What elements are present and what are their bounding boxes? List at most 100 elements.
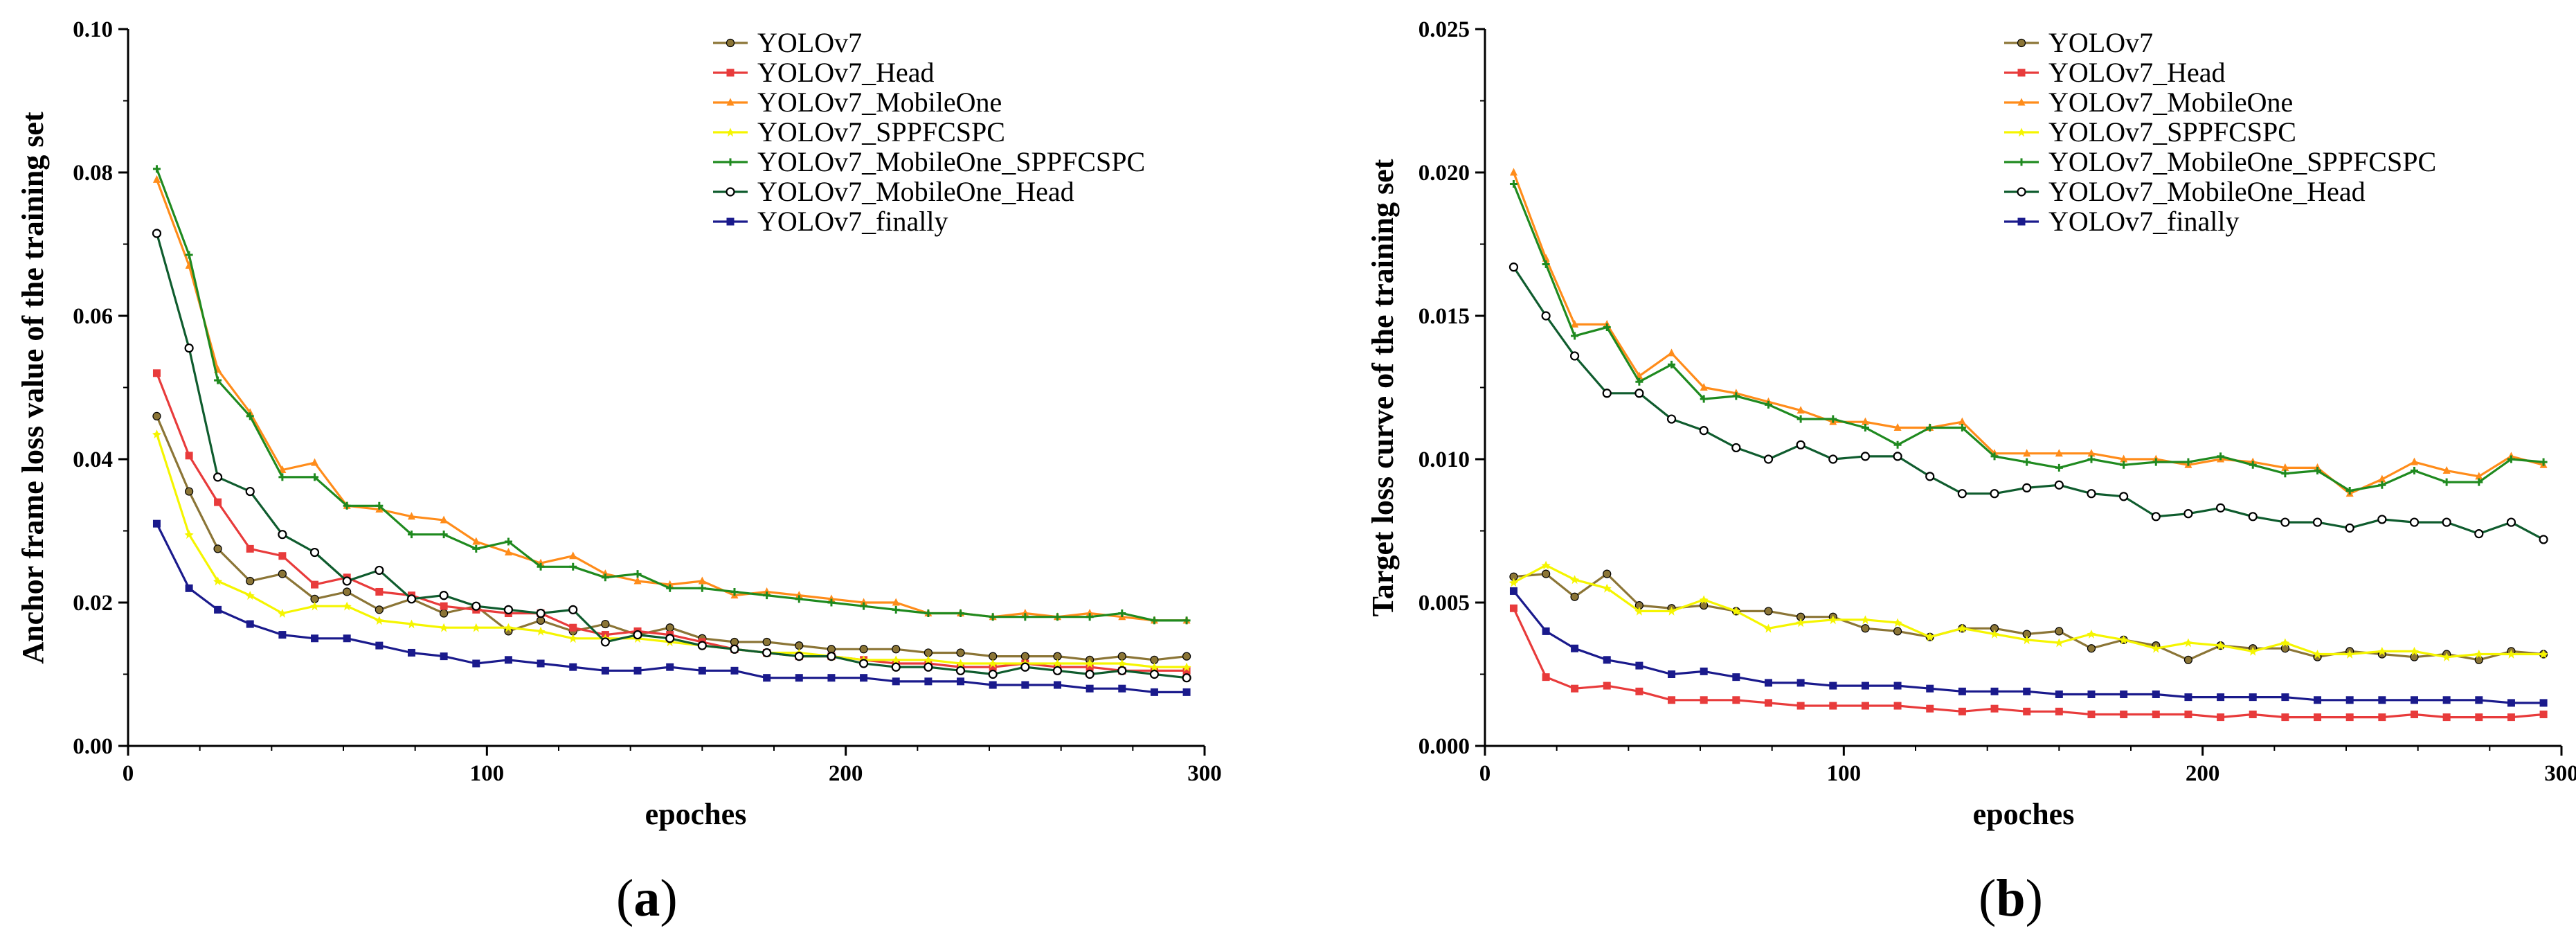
series-yolov7-head: [1509, 604, 2548, 722]
data-point: [1893, 702, 1902, 710]
data-point: [1829, 415, 1837, 423]
data-point: [536, 626, 546, 636]
data-point: [2216, 641, 2226, 650]
data-point: [311, 458, 319, 466]
x-tick-label: 200: [829, 761, 863, 786]
legend-label: YOLOv7_SPPFCSPC: [2048, 116, 2296, 148]
legend: YOLOv7YOLOv7_HeadYOLOv7_MobileOneYOLOv7_…: [713, 27, 1145, 237]
data-point: [2312, 517, 2323, 527]
data-point: [924, 609, 933, 618]
data-point: [503, 623, 513, 632]
data-point: [2442, 696, 2451, 704]
data-point: [827, 598, 836, 607]
data-point: [2377, 646, 2387, 656]
legend-marker: [2017, 187, 2026, 197]
data-point: [1764, 679, 1772, 687]
data-point: [440, 602, 448, 610]
data-point: [827, 652, 836, 661]
legend-label: YOLOv7_MobileOne_Head: [2048, 176, 2366, 207]
legend-marker: [726, 217, 735, 226]
series-yolov7: [1509, 569, 2548, 664]
data-point: [1541, 560, 1551, 570]
data-point: [1666, 414, 1677, 424]
data-point: [795, 591, 803, 599]
data-point: [2345, 713, 2354, 722]
data-point: [2087, 455, 2096, 463]
data-point: [375, 616, 384, 625]
data-point: [1150, 655, 1159, 664]
data-point: [2539, 710, 2548, 718]
x-tick-label: 100: [1827, 761, 1862, 786]
data-point: [2120, 454, 2128, 463]
data-point: [1542, 673, 1550, 682]
data-point: [957, 609, 965, 618]
data-point: [2249, 710, 2257, 718]
panel-a-chart: 0 100 200 300 0.00 0.02 0.04 0.06 0.08 0.10 epoche…: [16, 17, 1222, 927]
data-point: [2378, 474, 2386, 483]
data-point: [2087, 710, 2096, 718]
data-point: [440, 652, 448, 661]
data-point: [698, 666, 706, 675]
data-point: [666, 663, 674, 671]
data-point: [184, 530, 194, 540]
data-point: [471, 623, 481, 632]
legend-label: YOLOv7_finally: [757, 206, 948, 237]
data-point: [2507, 455, 2515, 463]
data-point: [246, 620, 254, 628]
data-point: [2183, 638, 2193, 648]
data-point: [891, 662, 901, 672]
y-tick-label: 0.025: [1418, 17, 1470, 42]
data-point: [892, 677, 900, 686]
legend-marker: [726, 98, 735, 106]
data-point: [2183, 655, 2193, 664]
panel-label-open-paren: (: [1979, 869, 1996, 927]
data-point: [1149, 662, 1159, 672]
data-point: [2087, 690, 2096, 698]
data-point: [1926, 684, 1934, 693]
series-yolov7-mobileone: [1509, 168, 2548, 497]
data-point: [375, 565, 384, 576]
data-point: [633, 570, 642, 578]
data-point: [1603, 323, 1611, 332]
data-point: [407, 648, 415, 657]
data-point: [1860, 452, 1871, 461]
x-tick-label: 200: [2186, 761, 2220, 786]
data-point: [1893, 452, 1902, 461]
data-point: [1021, 613, 1029, 621]
data-point: [1957, 489, 1967, 499]
data-point: [666, 584, 674, 592]
data-point: [569, 551, 577, 560]
data-point: [1542, 627, 1550, 635]
data-point: [1571, 319, 1579, 328]
data-point: [1570, 592, 1579, 601]
data-point: [2281, 463, 2289, 471]
panel-label-open-paren: (: [616, 869, 633, 927]
data-point: [2345, 523, 2354, 533]
data-point: [569, 623, 577, 632]
data-point: [989, 613, 997, 621]
x-tick-label: 300: [1187, 761, 1222, 786]
data-point: [1764, 400, 1772, 409]
data-point: [2087, 644, 2096, 653]
series-yolov7-mobileone-head: [1508, 262, 2548, 544]
data-point: [2410, 696, 2418, 704]
data-point: [1570, 575, 1580, 585]
data-point: [924, 655, 933, 665]
data-point: [1569, 351, 1580, 361]
legend-marker: [2017, 127, 2026, 137]
y-tick-label: 0.015: [1418, 304, 1470, 329]
data-point: [2280, 638, 2290, 648]
data-point: [2280, 644, 2289, 653]
data-point: [2054, 638, 2064, 648]
series-yolov7: [152, 411, 1191, 664]
data-point: [2345, 650, 2354, 659]
data-point: [1571, 684, 1579, 693]
legend: YOLOv7YOLOv7_HeadYOLOv7_MobileOneYOLOv7_…: [2004, 27, 2436, 237]
data-point: [185, 452, 193, 460]
data-point: [1021, 681, 1029, 689]
data-point: [1828, 615, 1838, 625]
data-point: [795, 674, 803, 682]
data-point: [1509, 180, 1517, 188]
data-point: [1085, 659, 1095, 668]
data-point: [633, 630, 642, 640]
